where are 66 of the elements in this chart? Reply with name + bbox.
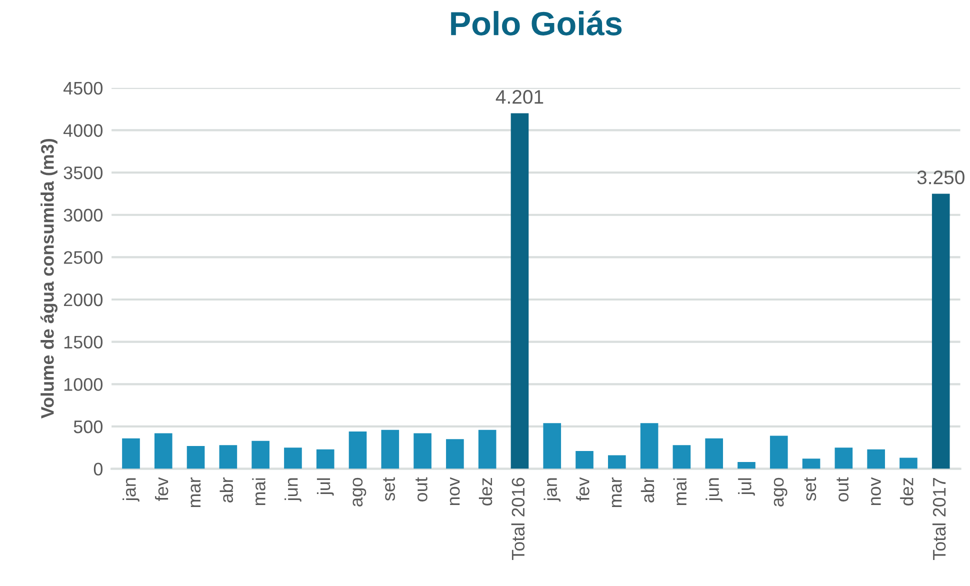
x-tick-label: abr	[220, 477, 234, 502]
bar	[478, 430, 496, 469]
bar	[543, 423, 562, 469]
bar	[900, 458, 918, 469]
bar	[672, 445, 691, 469]
x-tick-label: mar	[612, 477, 622, 508]
bar	[576, 451, 594, 469]
y-tick-label: 3000	[64, 208, 103, 222]
bar	[154, 433, 172, 469]
y-tick-label: 1500	[64, 336, 103, 349]
bar	[640, 423, 658, 469]
x-tick-label: nov	[450, 477, 460, 506]
bar	[284, 448, 302, 469]
bar	[122, 438, 140, 469]
x-tick-label: abr	[640, 477, 654, 502]
y-tick-label: 4000	[63, 124, 103, 137]
y-tick-label: 4500	[63, 82, 103, 95]
x-tick-label: ago	[774, 478, 788, 506]
bar	[932, 194, 950, 469]
x-tick-label: jun	[706, 478, 723, 502]
x-tick-label: jan	[544, 478, 561, 502]
bar	[738, 462, 756, 469]
x-tick-label: out	[836, 477, 849, 502]
x-tick-label: Total 2017	[932, 478, 946, 560]
x-tick-label: jul	[738, 478, 755, 496]
bar	[510, 113, 529, 469]
bar	[770, 436, 788, 469]
x-tick-label: set	[383, 477, 395, 501]
x-tick-label: fev	[576, 477, 590, 501]
bar	[381, 430, 400, 469]
bar	[802, 458, 820, 469]
x-tick-label: out	[416, 477, 428, 502]
bar	[446, 439, 464, 469]
y-tick-label: 1000	[64, 378, 103, 391]
bar	[316, 449, 334, 469]
y-tick-label: 2500	[64, 251, 103, 264]
x-tick-label: mai	[252, 478, 266, 506]
x-tick-label: set	[804, 477, 816, 501]
bar	[186, 446, 205, 469]
bar	[252, 440, 270, 469]
chart-title: Polo Goiás	[451, 10, 622, 36]
x-tick-label: Total 2016	[511, 478, 525, 560]
bar	[414, 433, 432, 469]
bar	[834, 448, 853, 469]
x-tick-label: jul	[316, 478, 334, 496]
x-tick-label: mar	[190, 477, 201, 508]
y-tick-label: 0	[94, 462, 103, 476]
x-tick-label: fev	[154, 477, 168, 501]
x-tick-label: jan	[122, 478, 140, 502]
x-tick-label: dez	[478, 478, 492, 506]
bar	[867, 449, 885, 469]
bar	[608, 455, 626, 469]
x-tick-label: mai	[673, 478, 687, 506]
x-tick-label: dez	[900, 478, 914, 506]
bar	[348, 432, 367, 469]
y-tick-label: 3500	[64, 166, 103, 180]
data-label: 3.250	[917, 170, 964, 184]
x-tick-label: jun	[284, 478, 302, 502]
bar	[705, 438, 724, 469]
x-tick-label: nov	[871, 477, 881, 506]
y-axis-title: Volume de água consumida (m3)	[40, 138, 58, 419]
bar	[219, 445, 238, 469]
y-tick-label: 2000	[64, 293, 103, 306]
data-label: 4.201	[496, 90, 544, 104]
y-tick-label: 500	[74, 420, 103, 434]
x-tick-label: ago	[352, 478, 366, 506]
